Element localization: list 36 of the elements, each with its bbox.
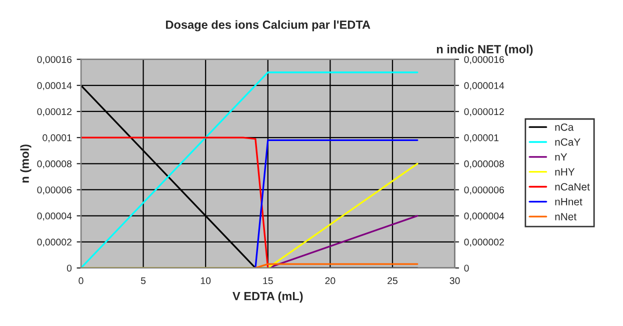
y2-tick-label: 0,000012 <box>464 108 504 116</box>
legend-label: nCa <box>555 123 574 131</box>
y-tick-label: 0,00004 <box>37 212 72 221</box>
y-tick-label: 0,0001 <box>42 134 72 142</box>
legend-label: nCaY <box>555 138 580 146</box>
y-tick-label: 0,00002 <box>37 238 72 247</box>
legend-label: nCaNet <box>555 183 590 190</box>
x-axis-title: V EDTA (mL) <box>232 292 303 303</box>
x-tick-label: 0 <box>78 277 84 284</box>
x-tick-label: 30 <box>450 277 460 284</box>
y2-axis-title: n indic NET (mol) <box>436 44 533 56</box>
x-tick-label: 25 <box>388 277 398 284</box>
y2-tick-label: 0,000016 <box>464 56 504 64</box>
y-tick-label: 0,00012 <box>37 108 72 116</box>
legend-label: nHY <box>555 168 575 176</box>
y-tick-label: 0,00006 <box>37 186 72 194</box>
y2-tick-label: 0,00001 <box>464 134 498 142</box>
y2-tick-label: 0,000006 <box>464 186 504 194</box>
legend-label: nNet <box>555 213 577 220</box>
y-tick-label: 0 <box>66 264 72 272</box>
y-axis-title: n (mol) <box>20 144 32 183</box>
y2-tick-label: 0,000004 <box>464 212 504 221</box>
x-tick-label: 20 <box>325 277 336 284</box>
y2-tick-label: 0,000014 <box>464 82 504 90</box>
x-tick-label: 5 <box>140 277 146 284</box>
y2-tick-label: 0,000002 <box>464 238 504 247</box>
x-tick-label: 10 <box>200 277 211 284</box>
y-tick-label: 0,00008 <box>37 160 72 168</box>
legend-label: nY <box>555 153 568 161</box>
chart-title: Dosage des ions Calcium par l'EDTA <box>166 20 370 32</box>
legend-label: nHnet <box>555 198 582 206</box>
x-tick-label: 15 <box>263 277 273 284</box>
y2-tick-label: 0,000008 <box>464 160 504 168</box>
y-tick-label: 0,00016 <box>37 56 72 64</box>
y-tick-label: 0,00014 <box>37 82 72 90</box>
y2-tick-label: 0 <box>464 264 469 272</box>
